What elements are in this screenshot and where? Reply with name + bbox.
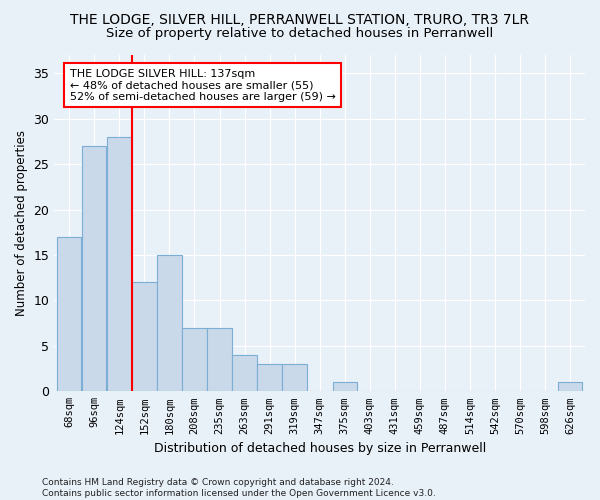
Text: Contains HM Land Registry data © Crown copyright and database right 2024.
Contai: Contains HM Land Registry data © Crown c… [42, 478, 436, 498]
Bar [132, 282, 157, 392]
Bar [332, 382, 357, 392]
Bar [558, 382, 582, 392]
Bar [182, 328, 206, 392]
Text: THE LODGE, SILVER HILL, PERRANWELL STATION, TRURO, TR3 7LR: THE LODGE, SILVER HILL, PERRANWELL STATI… [71, 12, 530, 26]
Bar [57, 237, 82, 392]
Bar [82, 146, 106, 392]
Bar [283, 364, 307, 392]
Bar [107, 137, 131, 392]
Bar [157, 255, 182, 392]
Text: THE LODGE SILVER HILL: 137sqm
← 48% of detached houses are smaller (55)
52% of s: THE LODGE SILVER HILL: 137sqm ← 48% of d… [70, 68, 335, 102]
Y-axis label: Number of detached properties: Number of detached properties [15, 130, 28, 316]
Bar [232, 355, 257, 392]
Bar [208, 328, 232, 392]
X-axis label: Distribution of detached houses by size in Perranwell: Distribution of detached houses by size … [154, 442, 486, 455]
Bar [257, 364, 282, 392]
Text: Size of property relative to detached houses in Perranwell: Size of property relative to detached ho… [106, 28, 494, 40]
